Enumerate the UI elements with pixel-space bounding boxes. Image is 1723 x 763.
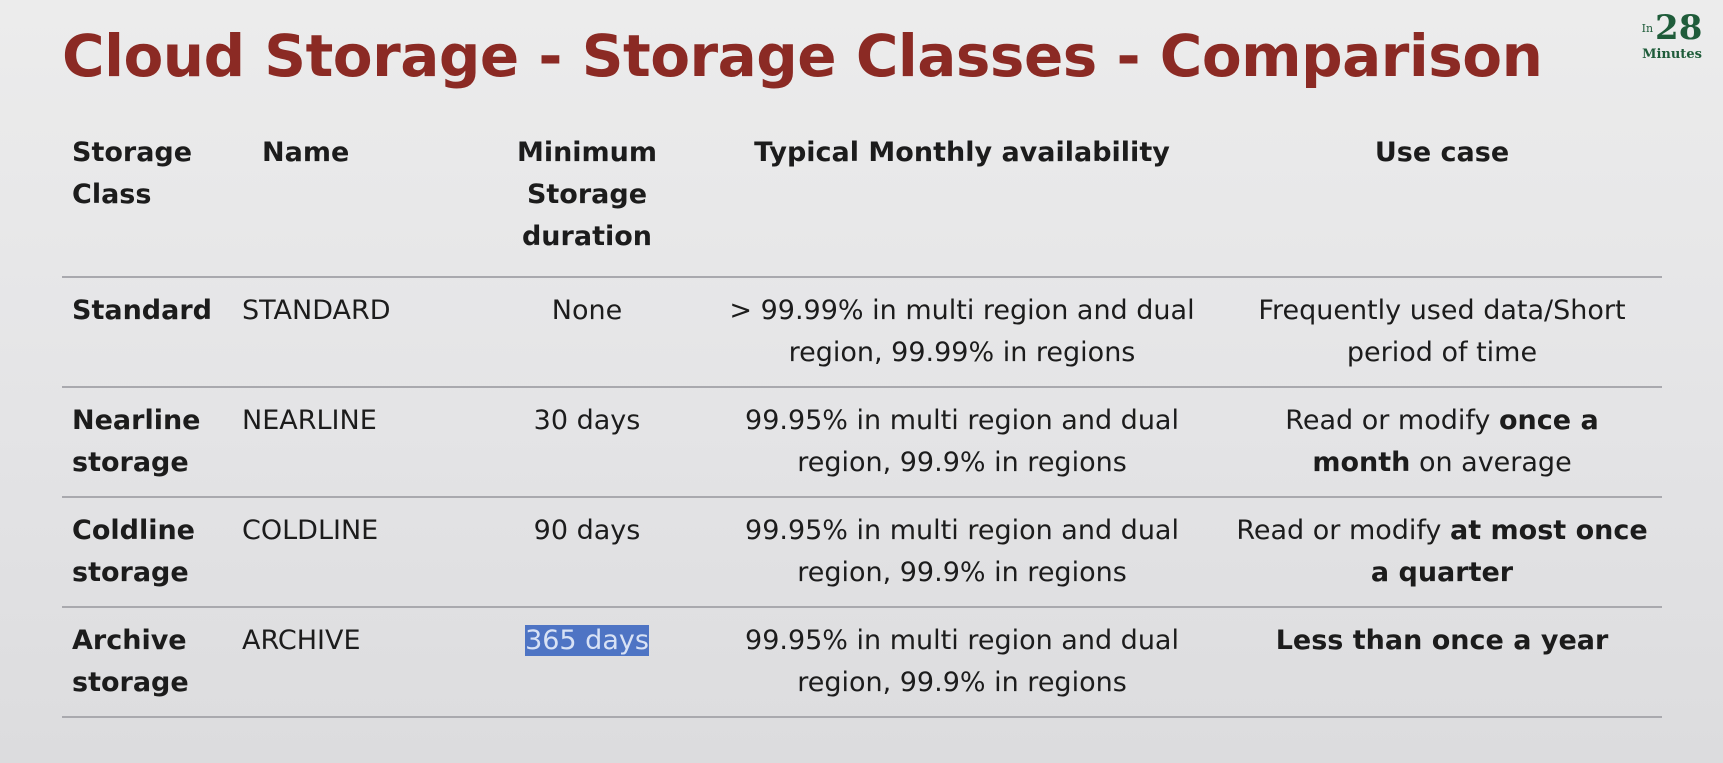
cell-storage-class: Archive storage <box>72 625 189 698</box>
header-storage-class: Storage Class <box>72 137 193 210</box>
cell-availability: 99.95% in multi region and dual region, … <box>745 515 1179 588</box>
cell-use-case: Read or modify once a month on average <box>1222 387 1662 497</box>
header-name: Name <box>262 137 350 168</box>
cell-storage-class: Coldline storage <box>72 515 195 588</box>
use-case-text-end: on average <box>1410 447 1572 478</box>
table-row: Nearline storage NEARLINE 30 days 99.95%… <box>62 387 1662 497</box>
in28minutes-logo: In28 Minutes <box>1628 8 1716 62</box>
use-case-text: Read or modify <box>1285 405 1499 436</box>
cell-min-duration: 30 days <box>533 405 641 436</box>
header-min-duration: Minimum Storage duration <box>516 137 658 252</box>
logo-prefix: In <box>1641 22 1654 35</box>
storage-classes-table: Storage Class Name Minimum Storage durat… <box>62 128 1662 718</box>
use-case-emphasis: Less than once a year <box>1275 625 1609 656</box>
header-use-case: Use case <box>1374 137 1510 168</box>
use-case-text: Frequently used data/Short period of tim… <box>1258 295 1626 368</box>
use-case-text: Read or modify <box>1236 515 1450 546</box>
cell-use-case: Read or modify at most once a quarter <box>1222 497 1662 607</box>
header-availability: Typical Monthly availability <box>754 137 1170 168</box>
cell-availability: 99.95% in multi region and dual region, … <box>745 405 1179 478</box>
table-row: Standard STANDARD None > 99.99% in multi… <box>62 277 1662 387</box>
cell-name: NEARLINE <box>242 405 377 436</box>
cell-availability: > 99.99% in multi region and dual region… <box>729 295 1195 368</box>
table-row: Archive storage ARCHIVE 365 days 99.95% … <box>62 607 1662 717</box>
page-title: Cloud Storage - Storage Classes - Compar… <box>62 22 1543 90</box>
cell-name: ARCHIVE <box>242 625 361 656</box>
cell-name: STANDARD <box>242 295 391 326</box>
table-row: Coldline storage COLDLINE 90 days 99.95%… <box>62 497 1662 607</box>
cell-min-duration: 365 days <box>472 607 702 717</box>
cell-name: COLDLINE <box>242 515 379 546</box>
cell-use-case: Less than once a year <box>1222 607 1662 717</box>
cell-min-duration: None <box>551 295 623 326</box>
cell-storage-class: Standard <box>72 295 212 326</box>
use-case-emphasis: at most once a quarter <box>1370 515 1648 588</box>
logo-number: 28 <box>1655 8 1703 48</box>
cell-storage-class: Nearline storage <box>72 405 201 478</box>
cell-use-case: Frequently used data/Short period of tim… <box>1222 277 1662 387</box>
table-header-row: Storage Class Name Minimum Storage durat… <box>62 128 1662 277</box>
logo-word: Minutes <box>1642 47 1702 62</box>
selected-text-highlight[interactable]: 365 days <box>525 625 649 656</box>
cell-availability: 99.95% in multi region and dual region, … <box>745 625 1179 698</box>
cell-min-duration: 90 days <box>533 515 641 546</box>
use-case-emphasis: once a month <box>1312 405 1599 478</box>
